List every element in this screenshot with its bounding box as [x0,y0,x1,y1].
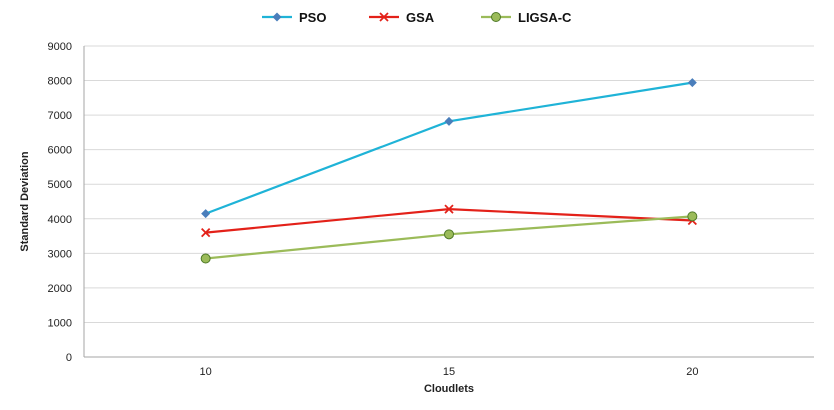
series-group [200,78,698,264]
legend-marker-icon [491,12,501,22]
series-ligsa-c [200,211,698,264]
legend-item-pso: PSO [262,10,326,25]
y-tick-label: 0 [66,352,72,364]
data-point-ligsa-c [687,211,698,222]
x-axis-ticks: 10 15 20 [200,366,699,378]
y-tick-label: 3000 [48,248,72,260]
x-tick-label: 15 [443,366,455,378]
y-tick-label: 4000 [48,214,72,226]
data-point-gsa [201,227,211,238]
legend-label: GSA [406,10,435,25]
y-tick-label: 8000 [48,76,72,88]
data-point-pso [444,116,454,126]
axes [83,46,814,358]
data-point-ligsa-c [444,229,454,240]
legend-item-ligsa-c: LIGSA-C [481,10,572,25]
y-tick-label: 9000 [48,41,72,53]
data-point-pso [201,209,211,219]
series-line-pso [205,81,693,215]
data-point-pso [687,78,697,88]
gridlines [84,45,814,323]
x-tick-label: 10 [200,366,212,378]
x-axis-title: Cloudlets [424,383,474,395]
x-tick-label: 20 [686,366,698,378]
legend-marker-icon [272,12,282,22]
y-tick-label: 7000 [48,110,72,122]
y-tick-label: 2000 [48,283,72,295]
legend-item-gsa: GSA [369,10,435,25]
legend-marker-icon [379,12,389,22]
data-point-ligsa-c [200,253,211,264]
y-axis-title: Standard Deviation [19,151,31,252]
legend-label: PSO [299,10,326,25]
legend: PSO GSA LIGSA-C [262,10,572,25]
series-pso [201,78,697,219]
legend-label: LIGSA-C [518,10,572,25]
y-axis-ticks: 0 1000 2000 3000 4000 5000 6000 7000 8000 9000 [48,41,72,364]
y-tick-label: 6000 [48,145,72,157]
data-point-gsa [444,204,454,214]
y-tick-label: 1000 [48,317,72,329]
y-tick-label: 5000 [48,179,72,191]
